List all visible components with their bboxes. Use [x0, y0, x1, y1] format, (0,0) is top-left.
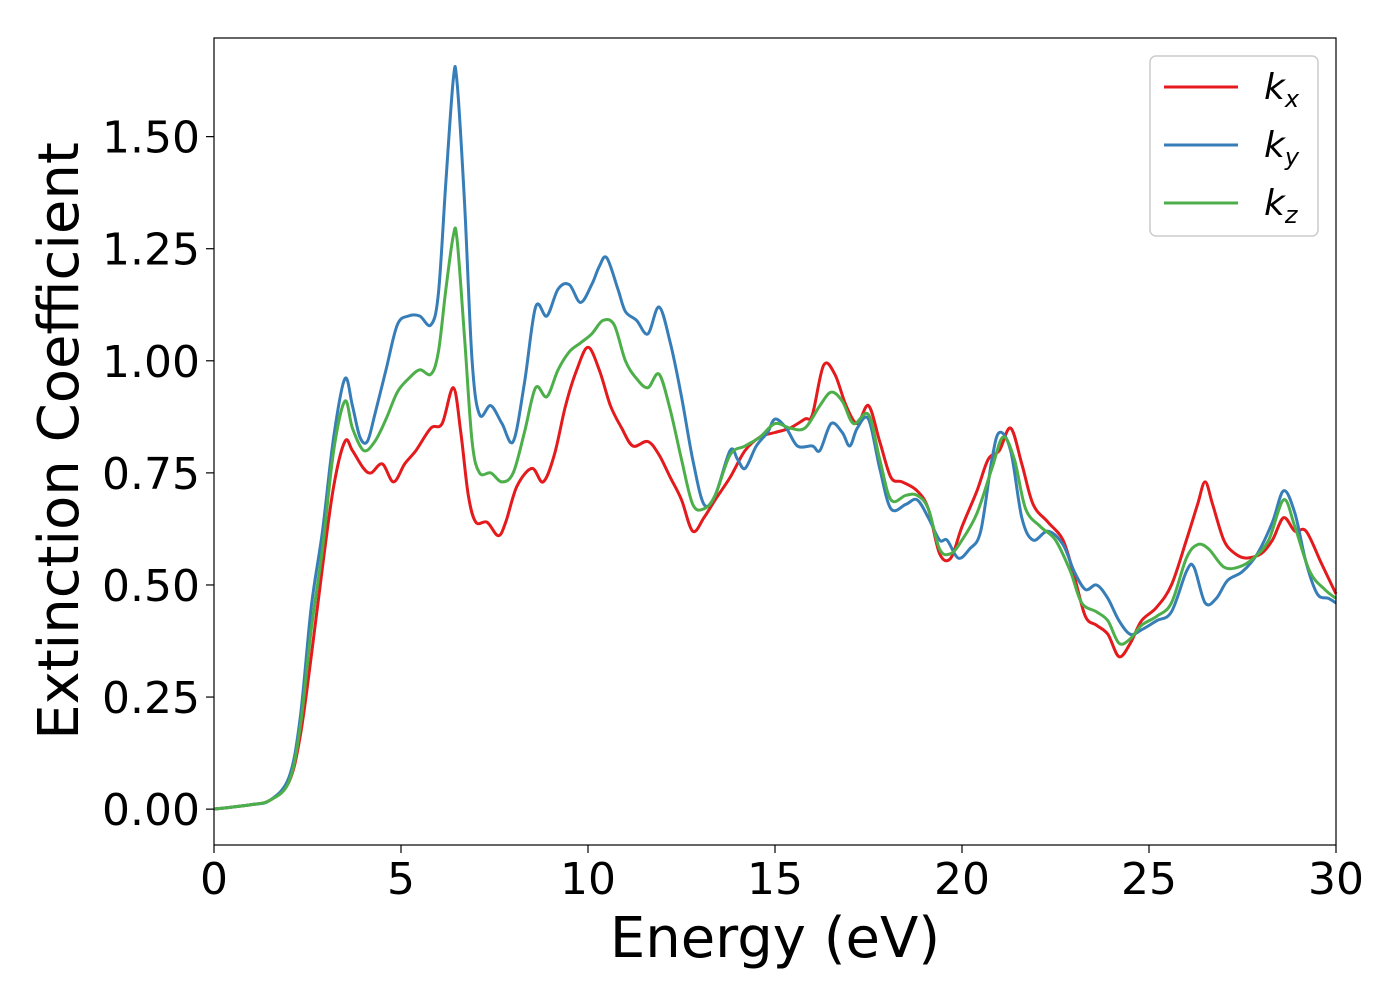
series-lines: [213, 65, 1338, 811]
y-tick-label: 1.25: [102, 225, 200, 276]
x-tick-label: 15: [747, 854, 803, 905]
y-tick-label: 1.00: [102, 337, 200, 388]
x-tick-label: 5: [387, 854, 415, 905]
series-line-ky: [213, 65, 1337, 811]
y-tick-label: 0.75: [102, 449, 200, 500]
x-tick-label: 30: [1308, 854, 1364, 905]
x-tick-label: 10: [560, 854, 616, 905]
x-tick-label: 25: [1121, 854, 1177, 905]
y-axis-ticks: 0.00 0.25 0.50 0.75 1.00 1.25 1.50: [102, 113, 214, 836]
x-tick-label: 20: [934, 854, 990, 905]
y-axis-label: Extinction Coefficient: [27, 142, 92, 740]
y-tick-label: 0.50: [102, 561, 200, 612]
x-axis-label: Energy (eV): [610, 906, 940, 971]
y-tick-label: 0.00: [102, 785, 200, 836]
series-line-kx: [213, 345, 1338, 811]
y-tick-label: 0.25: [102, 673, 200, 724]
x-axis-ticks: 0 5 10 15 20 25 30: [200, 845, 1364, 905]
x-tick-label: 0: [200, 854, 228, 905]
series-line-kz: [213, 226, 1337, 811]
y-tick-label: 1.50: [102, 113, 200, 164]
